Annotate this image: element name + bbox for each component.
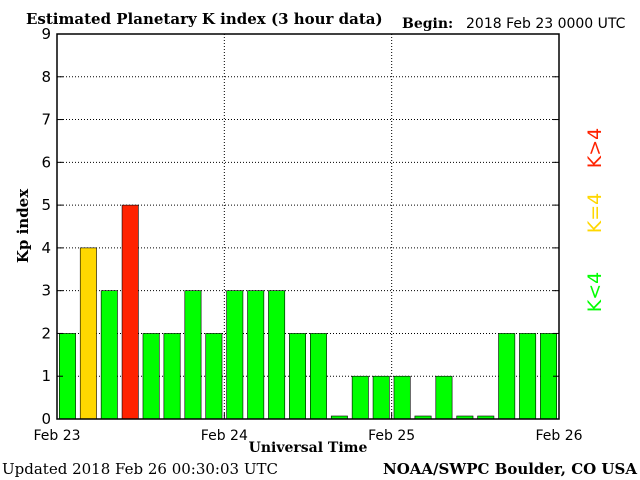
begin-label: Begin: <box>402 16 453 32</box>
kp-bar <box>289 333 306 420</box>
legend-equal: K=4 <box>584 193 606 233</box>
legend-high: K>4 <box>584 128 606 168</box>
y-tick-label: 3 <box>41 282 51 300</box>
plot-frame <box>56 33 560 420</box>
y-tick-label: 0 <box>41 410 51 428</box>
x-ticks: Feb 23 Feb 24 Feb 25 Feb 26 <box>33 413 583 444</box>
kp-bar <box>247 290 265 420</box>
y-tick-label: 6 <box>41 153 51 171</box>
y-tick-label: 4 <box>41 239 51 257</box>
updated-text: Updated 2018 Feb 26 00:30:03 UTC <box>2 460 278 478</box>
y-tick-label: 7 <box>41 111 51 129</box>
kp-bar <box>142 333 160 420</box>
kp-bar <box>205 333 223 420</box>
kp-bar <box>435 375 453 420</box>
x-tick-label: Feb 25 <box>368 428 415 444</box>
y-axis-label: Kp index <box>14 188 32 263</box>
legend-low: K<4 <box>584 272 606 312</box>
x-tick-label: Feb 24 <box>201 428 248 444</box>
x-tick-label: Feb 23 <box>33 428 80 444</box>
x-tick-label: Feb 26 <box>535 428 582 444</box>
bars <box>58 204 557 420</box>
kp-bar <box>184 290 202 420</box>
y-tick-label: 5 <box>41 196 51 214</box>
y-tick-label: 8 <box>41 68 51 86</box>
kp-bar <box>79 247 97 420</box>
kp-bar <box>268 290 286 420</box>
begin-value: 2018 Feb 23 0000 UTC <box>466 16 626 32</box>
x-axis-label: Universal Time <box>249 440 368 456</box>
credit-text: NOAA/SWPC Boulder, CO USA <box>383 460 637 478</box>
kp-bar <box>393 375 411 420</box>
kp-bar <box>100 290 118 420</box>
y-tick-label: 1 <box>41 367 51 385</box>
kp-bar <box>351 375 369 420</box>
kp-bar <box>163 333 181 420</box>
kp-bar <box>372 375 390 420</box>
kp-bar <box>226 290 244 420</box>
gridlines <box>57 34 559 419</box>
y-tick-label: 2 <box>41 324 51 342</box>
kp-bar <box>121 204 139 420</box>
chart-title: Estimated Planetary K index (3 hour data… <box>26 10 383 28</box>
kp-bar <box>309 333 327 420</box>
kp-bar <box>498 333 516 420</box>
kp-bar <box>519 333 537 420</box>
y-tick-label: 9 <box>41 25 51 43</box>
